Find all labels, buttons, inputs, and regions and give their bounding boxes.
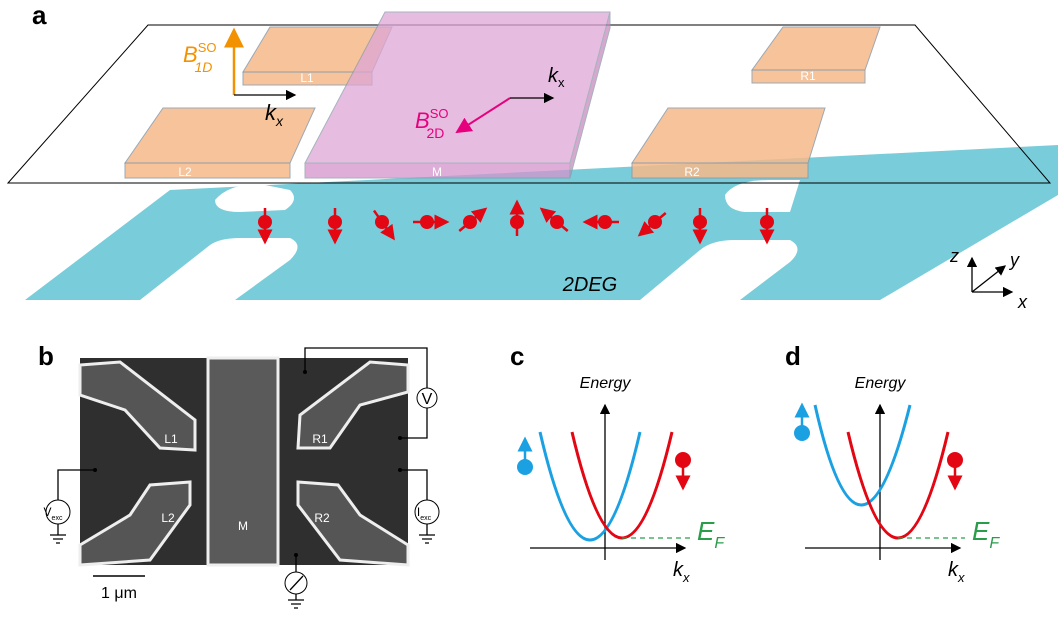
spin-dot [510, 215, 524, 229]
sup: SO [198, 40, 217, 55]
sub: F [714, 535, 725, 552]
gate-label: R2 [314, 511, 330, 525]
sub: x [558, 75, 565, 90]
x-axis-label: kx [948, 559, 965, 585]
spin-dot [598, 215, 612, 229]
kx-label: kx [265, 100, 284, 129]
band-blue [540, 432, 640, 540]
band-red [572, 432, 672, 538]
fermi-label: EF [972, 516, 1000, 552]
gate-label: M [238, 519, 248, 533]
panel-label: a [32, 0, 47, 30]
panel-label: c [510, 341, 524, 371]
panel-a: a L1 R1 L2 M R2 BSO1D kx kx BSO2D 2DEG z… [8, 0, 1058, 312]
gate-label: L1 [300, 71, 314, 85]
symbol: E [972, 516, 990, 546]
gate-label: R1 [800, 69, 816, 83]
band-blue [815, 405, 910, 505]
symbol: E [697, 516, 715, 546]
gate-label: R2 [684, 165, 700, 179]
x-axis-label: kx [673, 559, 690, 585]
spin-dot [375, 215, 389, 229]
symbol: V [44, 505, 52, 519]
spin-dot [693, 215, 707, 229]
spin-dot [463, 215, 477, 229]
spin-dot [258, 215, 272, 229]
panel-b: b L1 R1 L2 M R2 V Vexc Iexc 1 μm [38, 341, 439, 608]
spin-dot [328, 215, 342, 229]
spin-dot [420, 215, 434, 229]
sup: SO [430, 106, 449, 121]
gate-r2 [632, 108, 825, 178]
voltmeter-label: V [422, 391, 433, 408]
sub: 2D [426, 125, 444, 141]
channel-label: 2DEG [562, 274, 617, 296]
panel-label: b [38, 341, 54, 371]
gate-label: R1 [312, 432, 328, 446]
sub: 1D [194, 59, 212, 75]
sub: x [682, 570, 690, 585]
spin-dot [760, 215, 774, 229]
gate-l2 [125, 108, 315, 178]
axis-label: z [949, 246, 959, 266]
gate-label: L2 [178, 165, 192, 179]
sub: x [275, 113, 284, 129]
panel-label: d [785, 341, 801, 371]
sub: exc [52, 515, 63, 522]
axis-label: y [1008, 250, 1020, 270]
gate-label: M [432, 165, 442, 179]
y-axis-label: Energy [855, 375, 907, 392]
gate-label: L1 [164, 432, 178, 446]
fermi-label: EF [697, 516, 725, 552]
gate-m [208, 358, 278, 565]
spin-dot [550, 215, 564, 229]
spin-dot [648, 215, 662, 229]
gate-label: L2 [161, 511, 175, 525]
scale-label: 1 μm [101, 585, 137, 602]
sub: F [989, 535, 1000, 552]
sub: x [957, 570, 965, 585]
axes-triad: z y x [949, 246, 1028, 312]
y-axis-label: Energy [580, 375, 632, 392]
axis-label: x [1017, 292, 1028, 312]
gate-r1 [752, 27, 880, 83]
sub: exc [420, 515, 431, 522]
figure: a L1 R1 L2 M R2 BSO1D kx kx BSO2D 2DEG z… [0, 0, 1058, 617]
